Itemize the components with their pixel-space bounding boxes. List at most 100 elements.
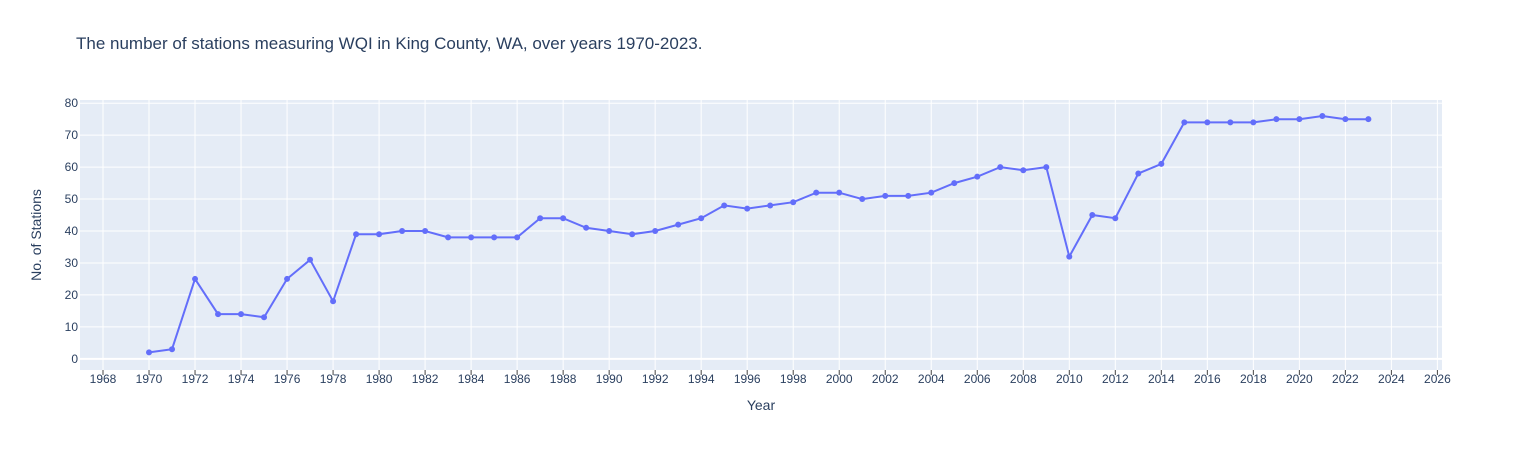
x-tick-label: 2010 <box>1056 372 1083 386</box>
series-line <box>148 114 1369 354</box>
data-point[interactable] <box>192 275 199 282</box>
data-point[interactable] <box>1204 119 1211 126</box>
data-point[interactable] <box>1181 119 1188 126</box>
y-tick-label: 0 <box>71 352 78 366</box>
data-point[interactable] <box>1043 164 1050 171</box>
data-point[interactable] <box>146 349 153 356</box>
data-point[interactable] <box>353 231 360 238</box>
x-tick-label: 1984 <box>458 372 485 386</box>
x-tick-label: 1990 <box>596 372 623 386</box>
data-point[interactable] <box>1365 116 1372 123</box>
x-tick-label: 2000 <box>826 372 853 386</box>
data-point[interactable] <box>698 215 705 222</box>
data-point[interactable] <box>307 256 314 263</box>
x-axis-title: Year <box>747 397 776 413</box>
data-point[interactable] <box>1342 116 1349 123</box>
x-tick-label: 2016 <box>1194 372 1221 386</box>
y-tick-label: 70 <box>65 128 79 142</box>
data-point[interactable] <box>491 234 498 241</box>
x-tick-label: 1976 <box>274 372 301 386</box>
y-tick-label: 10 <box>65 320 79 334</box>
x-tick-label: 2008 <box>1010 372 1037 386</box>
data-point[interactable] <box>445 234 452 241</box>
y-tick-label: 80 <box>65 96 79 110</box>
data-point[interactable] <box>905 192 912 199</box>
data-point[interactable] <box>1250 119 1257 126</box>
data-point[interactable] <box>1296 116 1303 123</box>
data-point[interactable] <box>583 224 590 231</box>
x-tick-label: 1974 <box>228 372 255 386</box>
x-tick-label: 2004 <box>918 372 945 386</box>
data-point[interactable] <box>974 173 981 180</box>
data-point[interactable] <box>767 202 774 209</box>
data-point[interactable] <box>215 311 222 318</box>
data-point[interactable] <box>606 228 613 235</box>
x-tick-label: 2026 <box>1424 372 1451 386</box>
data-point[interactable] <box>721 202 728 209</box>
y-tick-label: 30 <box>65 256 79 270</box>
data-point[interactable] <box>1273 116 1280 123</box>
x-tick-label: 1996 <box>734 372 761 386</box>
data-point[interactable] <box>836 189 843 196</box>
x-axis-ticks: 1968 1970 1972 1974 1976 1978 1980 1982 1984 1986… <box>90 370 1451 386</box>
x-tick-label: 1972 <box>182 372 209 386</box>
x-tick-label: 2014 <box>1148 372 1175 386</box>
data-point[interactable] <box>514 234 521 241</box>
y-axis-title: No. of Stations <box>28 189 44 281</box>
x-tick-label: 2020 <box>1286 372 1313 386</box>
data-point[interactable] <box>790 199 797 206</box>
x-tick-label: 2006 <box>964 372 991 386</box>
data-point[interactable] <box>1135 170 1142 177</box>
x-tick-label: 2022 <box>1332 372 1359 386</box>
x-tick-label: 1978 <box>320 372 347 386</box>
data-point[interactable] <box>629 231 636 238</box>
plot-area <box>80 100 1442 370</box>
data-point[interactable] <box>997 164 1004 171</box>
data-point[interactable] <box>1089 212 1096 219</box>
x-tick-label: 2002 <box>872 372 899 386</box>
x-tick-label: 1994 <box>688 372 715 386</box>
x-tick-label: 2024 <box>1378 372 1405 386</box>
y-axis-ticks: 0 10 20 30 40 50 60 70 80 <box>65 96 79 366</box>
data-point[interactable] <box>928 189 935 196</box>
x-tick-label: 1998 <box>780 372 807 386</box>
data-point[interactable] <box>744 205 751 212</box>
data-point[interactable] <box>859 196 866 203</box>
y-tick-label: 60 <box>65 160 79 174</box>
x-tick-label: 1968 <box>90 372 117 386</box>
data-point[interactable] <box>537 215 544 222</box>
x-tick-label: 1982 <box>412 372 439 386</box>
data-point[interactable] <box>951 180 958 187</box>
y-tick-label: 50 <box>65 192 79 206</box>
x-tick-label: 2012 <box>1102 372 1129 386</box>
data-point[interactable] <box>376 231 383 238</box>
data-point[interactable] <box>1066 253 1073 260</box>
data-point[interactable] <box>399 228 406 235</box>
data-points <box>146 112 1372 356</box>
data-point[interactable] <box>1020 167 1027 174</box>
data-point[interactable] <box>1319 112 1326 119</box>
data-point[interactable] <box>1227 119 1234 126</box>
data-point[interactable] <box>422 228 429 235</box>
x-tick-label: 1980 <box>366 372 393 386</box>
data-point[interactable] <box>560 215 567 222</box>
data-point[interactable] <box>284 275 291 282</box>
y-tick-label: 40 <box>65 224 79 238</box>
data-point[interactable] <box>652 228 659 235</box>
data-point[interactable] <box>238 311 245 318</box>
data-point[interactable] <box>330 298 337 305</box>
data-point[interactable] <box>882 192 889 199</box>
y-tick-label: 20 <box>65 288 79 302</box>
data-point[interactable] <box>468 234 475 241</box>
data-point[interactable] <box>813 189 820 196</box>
data-point[interactable] <box>1112 215 1119 222</box>
x-tick-label: 2018 <box>1240 372 1267 386</box>
data-point[interactable] <box>169 346 176 353</box>
data-point[interactable] <box>1158 160 1165 167</box>
x-tick-label: 1992 <box>642 372 669 386</box>
x-tick-label: 1986 <box>504 372 531 386</box>
data-point[interactable] <box>675 221 682 228</box>
chart-title: The number of stations measuring WQI in … <box>76 34 703 53</box>
data-point[interactable] <box>261 314 268 321</box>
